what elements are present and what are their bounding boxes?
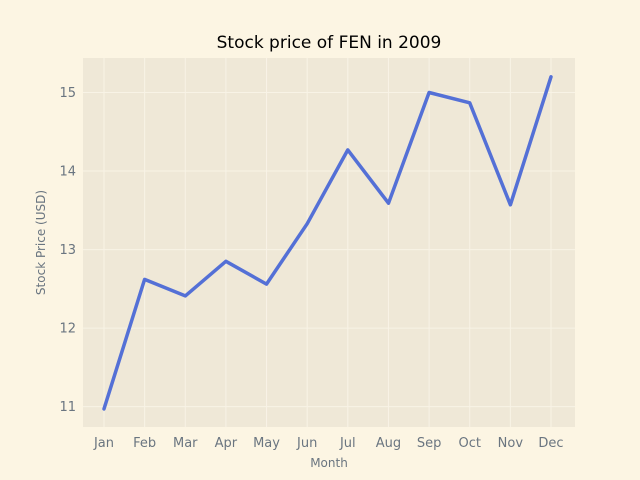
y-axis-label: Stock Price (USD) [34, 190, 48, 295]
chart-title: Stock price of FEN in 2009 [217, 33, 442, 53]
x-tick-label: Aug [376, 436, 401, 451]
x-tick-label: Dec [538, 436, 563, 451]
x-tick-label: Jul [339, 436, 356, 451]
x-axis-ticks: Jan Feb Mar Apr May Jun Jul Aug Sep Oct Nov Dec [93, 436, 564, 451]
y-tick-label: 13 [59, 243, 76, 258]
x-tick-label: Apr [215, 436, 238, 451]
x-tick-label: Nov [498, 436, 524, 451]
y-tick-label: 15 [59, 86, 76, 101]
grid-lines [83, 58, 575, 427]
y-tick-label: 12 [59, 322, 76, 337]
x-tick-label: Mar [173, 436, 198, 451]
y-axis-ticks: 11 12 13 14 15 [59, 86, 76, 415]
x-axis-label: Month [310, 456, 348, 470]
series-line [102, 75, 553, 411]
series-layer [102, 75, 553, 411]
y-tick-label: 11 [59, 400, 76, 415]
x-tick-label: Feb [133, 436, 156, 451]
x-tick-label: Sep [417, 436, 442, 451]
x-tick-label: Jan [93, 436, 114, 451]
plot-area [83, 58, 575, 427]
x-tick-label: Oct [458, 436, 480, 451]
x-tick-label: May [253, 436, 280, 451]
y-tick-label: 14 [59, 165, 76, 180]
x-tick-label: Jun [296, 436, 317, 451]
